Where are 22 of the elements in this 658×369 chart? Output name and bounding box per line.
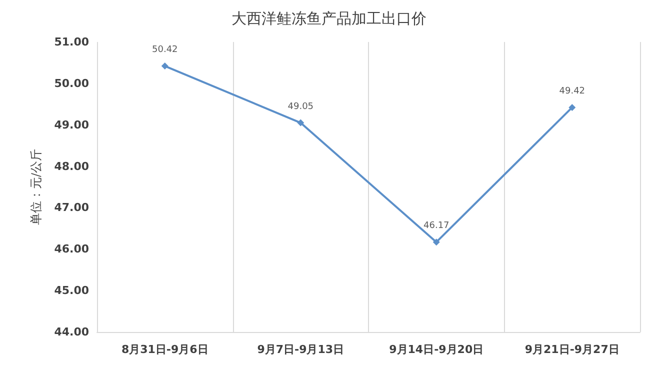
y-tick-label: 51.00 (54, 36, 90, 48)
y-tick-label: 47.00 (54, 201, 90, 214)
y-tick-label: 46.00 (54, 242, 90, 256)
y-tick-label: 49.00 (54, 118, 90, 132)
y-tick-label: 45.00 (54, 284, 90, 298)
x-tick-label: 9月14日-9月20日 (389, 343, 484, 356)
y-tick-label: 50.00 (54, 76, 90, 90)
x-tick-label: 9月7日-9月13日 (257, 343, 344, 356)
point (568, 104, 576, 111)
data-label: 49.05 (288, 102, 314, 112)
y-tick-label: 48.00 (54, 160, 90, 173)
point (161, 62, 168, 70)
y-tick-label: 44.00 (54, 326, 90, 338)
data-label: 49.42 (559, 86, 586, 96)
data-label: 46.17 (423, 221, 450, 232)
point (432, 238, 440, 246)
chart-title: 大西洋鲑冻鱼产品加工出口价 (232, 10, 426, 28)
x-tick-label: 9月21日-9月27日 (524, 343, 620, 356)
point (297, 119, 304, 126)
data-label: 50.42 (152, 45, 178, 56)
x-tick-label: 8月31日-9月6日 (121, 343, 208, 356)
y-axis-title: 单位：元/公斤 (29, 148, 43, 226)
